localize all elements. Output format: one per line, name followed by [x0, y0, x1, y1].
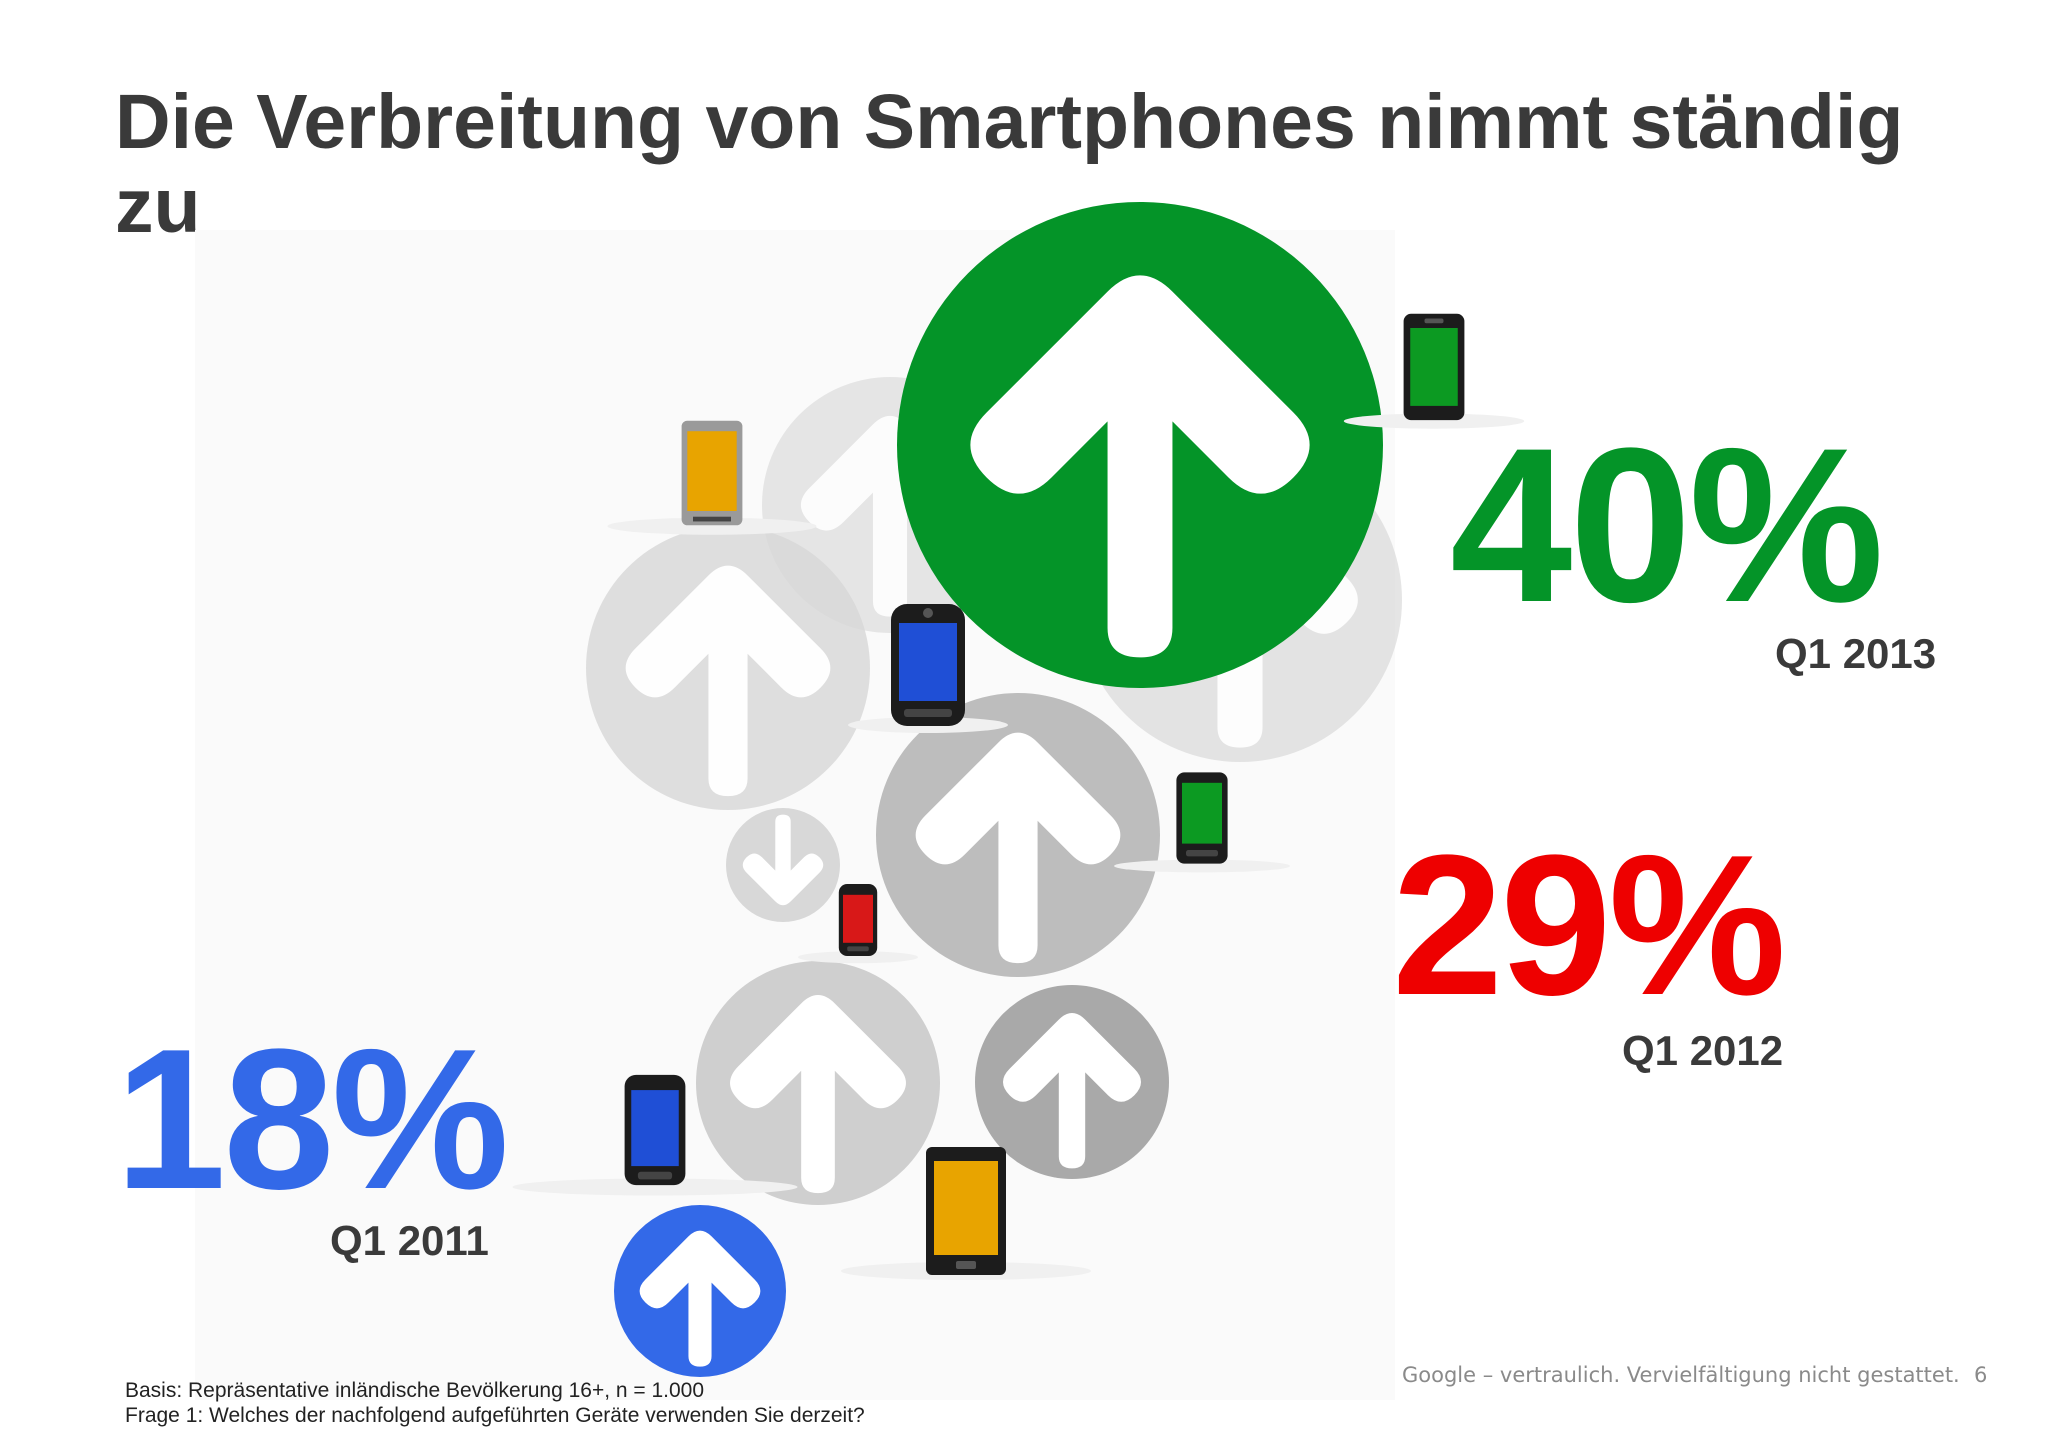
footnote-basis: Basis: Repräsentative inländische Bevölk… [125, 1379, 705, 1402]
decorative-arrow-circle [586, 526, 870, 810]
decorative-arrow-circle [975, 985, 1169, 1179]
page-number: 6 [1974, 1363, 1988, 1387]
up-arrow-icon-blue [614, 1205, 786, 1377]
value-label-q1-2012: 29% [1392, 814, 1786, 1037]
category-label-q1-2012: Q1 2012 [1622, 1027, 1784, 1074]
category-label-q1-2013: Q1 2013 [1775, 630, 1937, 677]
decorative-arrow-circle [876, 693, 1160, 977]
smartphone-icon [1114, 772, 1290, 873]
decorative-arrow-circle [696, 961, 940, 1205]
smartphone-icon [841, 1147, 1091, 1280]
confidential-notice: Google – vertraulich. Vervielfältigung n… [1402, 1363, 1960, 1387]
category-label-q1-2011: Q1 2011 [330, 1217, 489, 1264]
value-label-q1-2013: 40% [1450, 402, 1884, 648]
decorative-arrow-circle [726, 808, 840, 922]
smartphone-icon [848, 604, 1008, 733]
value-label-q1-2011: 18% [115, 1008, 509, 1231]
smartphone-icon [512, 1074, 798, 1196]
slide-title: Die Verbreitung von Smartphones nimmt st… [115, 79, 1904, 249]
footnote-question: Frage 1: Welches der nachfolgend aufgefü… [125, 1404, 865, 1427]
smartphone-icon [1343, 313, 1525, 429]
smartphone-icon [607, 420, 817, 535]
up-arrow-icon-green [897, 202, 1383, 688]
smartphone-icon [798, 884, 918, 964]
